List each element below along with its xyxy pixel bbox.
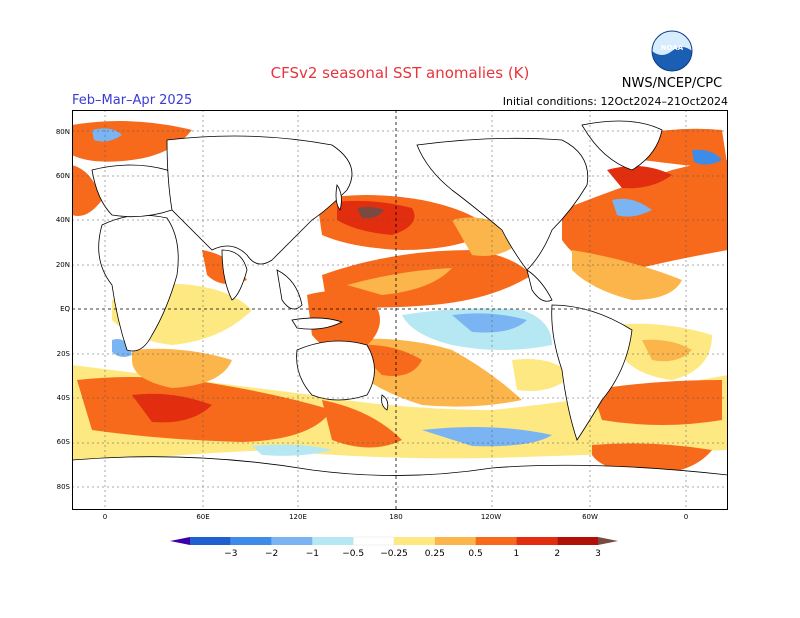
lon-label: 120W <box>480 513 502 521</box>
forecast-period: Feb–Mar–Apr 2025 <box>72 93 193 108</box>
legend-swatch <box>475 537 517 545</box>
lon-label: 0 <box>683 513 689 521</box>
legend-label: 3 <box>595 549 601 559</box>
sst-anomaly-map <box>72 110 728 510</box>
legend-swatch <box>434 537 476 545</box>
map-title: CFSv2 seasonal SST anomalies (K) <box>270 64 530 82</box>
lon-label: 60E <box>196 513 210 521</box>
lat-label: 20S <box>56 350 70 358</box>
legend-label: −3 <box>224 549 237 559</box>
graticule <box>72 110 728 510</box>
lat-label: 60S <box>56 438 70 446</box>
legend-label: −0.5 <box>342 549 364 559</box>
initial-conditions: Initial conditions: 12Oct2024–21Oct2024 <box>502 95 728 108</box>
continents <box>72 120 728 510</box>
legend-swatch <box>516 537 558 545</box>
legend-swatch <box>598 537 618 545</box>
lon-label: 0 <box>102 513 108 521</box>
lat-label: EQ <box>60 305 70 313</box>
legend-label: 1 <box>514 549 520 559</box>
legend-swatch <box>271 537 313 545</box>
legend-label: 0.5 <box>468 549 482 559</box>
lon-label: 180 <box>389 513 403 521</box>
color-legend: −3 −2 −1 −0.5 −0.25 0.25 0.5 1 2 3 <box>170 536 618 559</box>
lat-label: 20N <box>55 261 70 269</box>
equator-dateline <box>72 110 728 510</box>
legend-swatch <box>557 537 598 545</box>
lat-label: 80N <box>55 128 70 136</box>
logo-text: NOAA <box>661 44 684 52</box>
lat-label: 80S <box>56 483 70 491</box>
legend-label: −0.25 <box>380 549 408 559</box>
lat-label: 40N <box>55 216 70 224</box>
legend-swatch <box>170 537 190 545</box>
noaa-logo-icon: NOAA <box>651 30 693 72</box>
legend-label: −2 <box>265 549 278 559</box>
legend-swatch <box>190 537 231 545</box>
legend-swatch <box>230 537 272 545</box>
lon-label: 120E <box>289 513 307 521</box>
lat-label: 40S <box>56 394 70 402</box>
lat-label: 60N <box>55 172 70 180</box>
legend-label: 2 <box>554 549 560 559</box>
legend-label: 0.25 <box>425 549 445 559</box>
lon-label: 60W <box>582 513 598 521</box>
legend-swatch <box>312 537 354 545</box>
agency-label: NWS/NCEP/CPC <box>621 76 723 91</box>
legend-label: −1 <box>306 549 319 559</box>
legend-swatch <box>394 537 435 545</box>
legend-swatch <box>353 536 395 546</box>
